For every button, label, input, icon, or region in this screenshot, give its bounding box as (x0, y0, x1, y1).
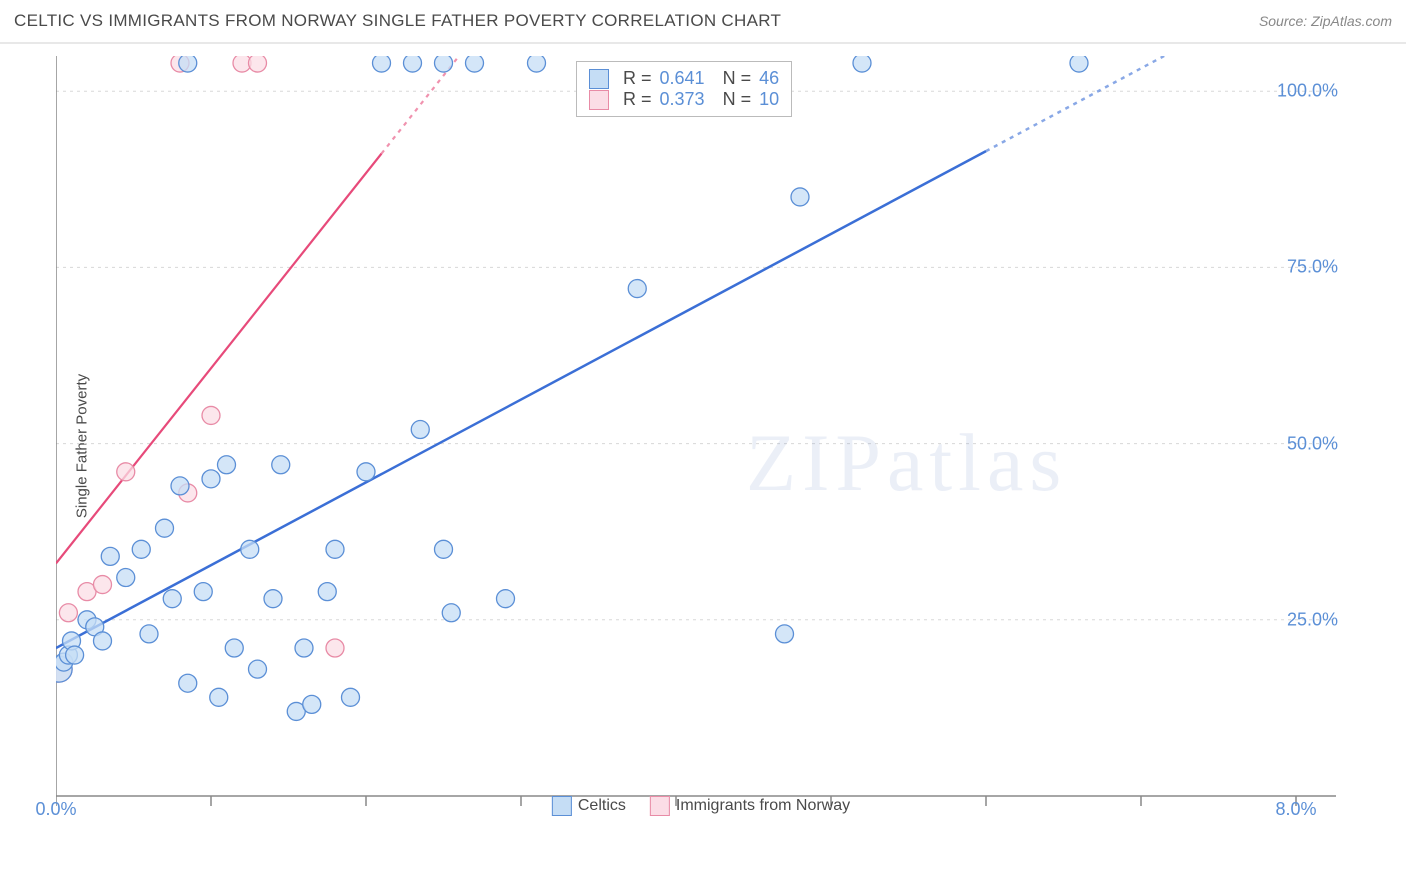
y-tick-label: 25.0% (1287, 609, 1338, 630)
y-tick-label: 50.0% (1287, 433, 1338, 454)
chart-title: CELTIC VS IMMIGRANTS FROM NORWAY SINGLE … (14, 11, 781, 31)
plot-area: ZIPatlas R =0.641 N =46 R =0.373 N =10 C… (56, 56, 1346, 816)
source-attribution: Source: ZipAtlas.com (1259, 13, 1392, 29)
correlation-legend: R =0.641 N =46 R =0.373 N =10 (576, 61, 792, 117)
scatter-svg (56, 56, 1346, 816)
y-tick-label: 75.0% (1287, 257, 1338, 278)
series-legend: Celtics Immigrants from Norway (552, 796, 850, 816)
y-tick-label: 100.0% (1277, 81, 1338, 102)
x-tick-label: 8.0% (1275, 799, 1316, 820)
legend-row: R =0.641 N =46 (589, 68, 779, 89)
legend-item: Immigrants from Norway (650, 796, 850, 816)
chart-header: CELTIC VS IMMIGRANTS FROM NORWAY SINGLE … (0, 0, 1406, 44)
legend-item: Celtics (552, 796, 626, 816)
legend-row: R =0.373 N =10 (589, 89, 779, 110)
x-tick-label: 0.0% (35, 799, 76, 820)
